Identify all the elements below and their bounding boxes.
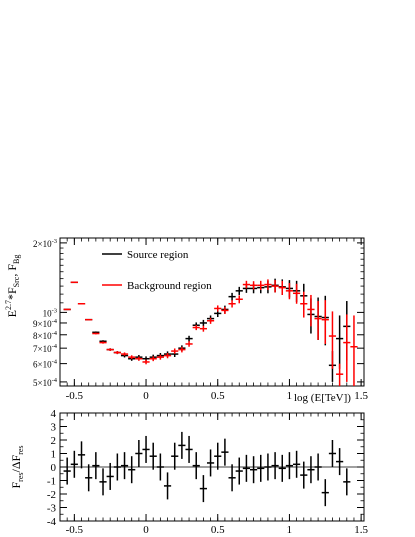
legend-entry-background: Background region (102, 280, 212, 292)
spectrum-panel: -0.5 0 0.5 1 1.5 2×10-3 10-39×10-48×10-4 7×10-4… (4, 237, 369, 404)
residual-y-tick-label: -2 (47, 489, 56, 501)
spectrum-y-tick-label: 2×10-3 (33, 238, 57, 249)
residual-y-tick-label: -1 (47, 476, 56, 488)
spectrum-y-tick-label: 8×10-4 (33, 330, 58, 341)
legend-label-source: Source region (127, 249, 189, 261)
residual-x-tick-label: 0.5 (211, 524, 225, 536)
spectrum-y-tick-label: 9×10-4 (33, 318, 58, 329)
spectrum-x-tick-label: 1.5 (354, 390, 368, 402)
spectrum-data-marks (63, 278, 358, 386)
residual-y-tick-label: -4 (47, 516, 57, 528)
spectrum-y-tick-label: 6×10-4 (33, 359, 58, 370)
legend-label-background: Background region (127, 280, 212, 292)
spectrum-y-axis-label: E2.7*FSrc, FBg (4, 255, 21, 318)
residual-x-tick-label: 1.5 (354, 524, 368, 536)
residual-y-tick-label: 0 (51, 462, 57, 474)
spectrum-x-tick-label: -0.5 (66, 390, 84, 402)
spectrum-x-tick-label: 0.5 (211, 390, 225, 402)
residual-data-marks (63, 431, 351, 507)
residual-y-tick-label: 4 (51, 408, 57, 420)
residual-y-tick-label: 3 (51, 422, 57, 434)
spectrum-y-tick-label: 5×10-4 (33, 377, 58, 388)
legend-entry-source: Source region (102, 249, 189, 261)
spectrum-x-axis-label: log (E[TeV]) (294, 392, 351, 404)
residual-y-axis-label: Fres/ΔFres (9, 445, 25, 488)
residual-x-tick-label: 1 (287, 524, 293, 536)
residual-y-tick-label: -3 (47, 503, 57, 515)
spectrum-x-tick-label: 1 (287, 390, 293, 402)
residual-y-tick-label: 1 (51, 449, 57, 461)
residual-x-tick-label: -0.5 (66, 524, 84, 536)
spectrum-y-tick-label: 7×10-4 (33, 343, 58, 354)
spectrum-axis-ticks: -0.5 0 0.5 1 1.5 2×10-3 10-39×10-48×10-4 7×10-4… (33, 238, 369, 402)
residual-y-tick-label: 2 (51, 435, 57, 447)
spectrum-y-tick-label: 10-3 (43, 307, 57, 318)
legend: Source region Background region (102, 249, 212, 292)
residual-x-tick-label: 0 (143, 524, 149, 536)
spectrum-x-tick-label: 0 (143, 390, 149, 402)
